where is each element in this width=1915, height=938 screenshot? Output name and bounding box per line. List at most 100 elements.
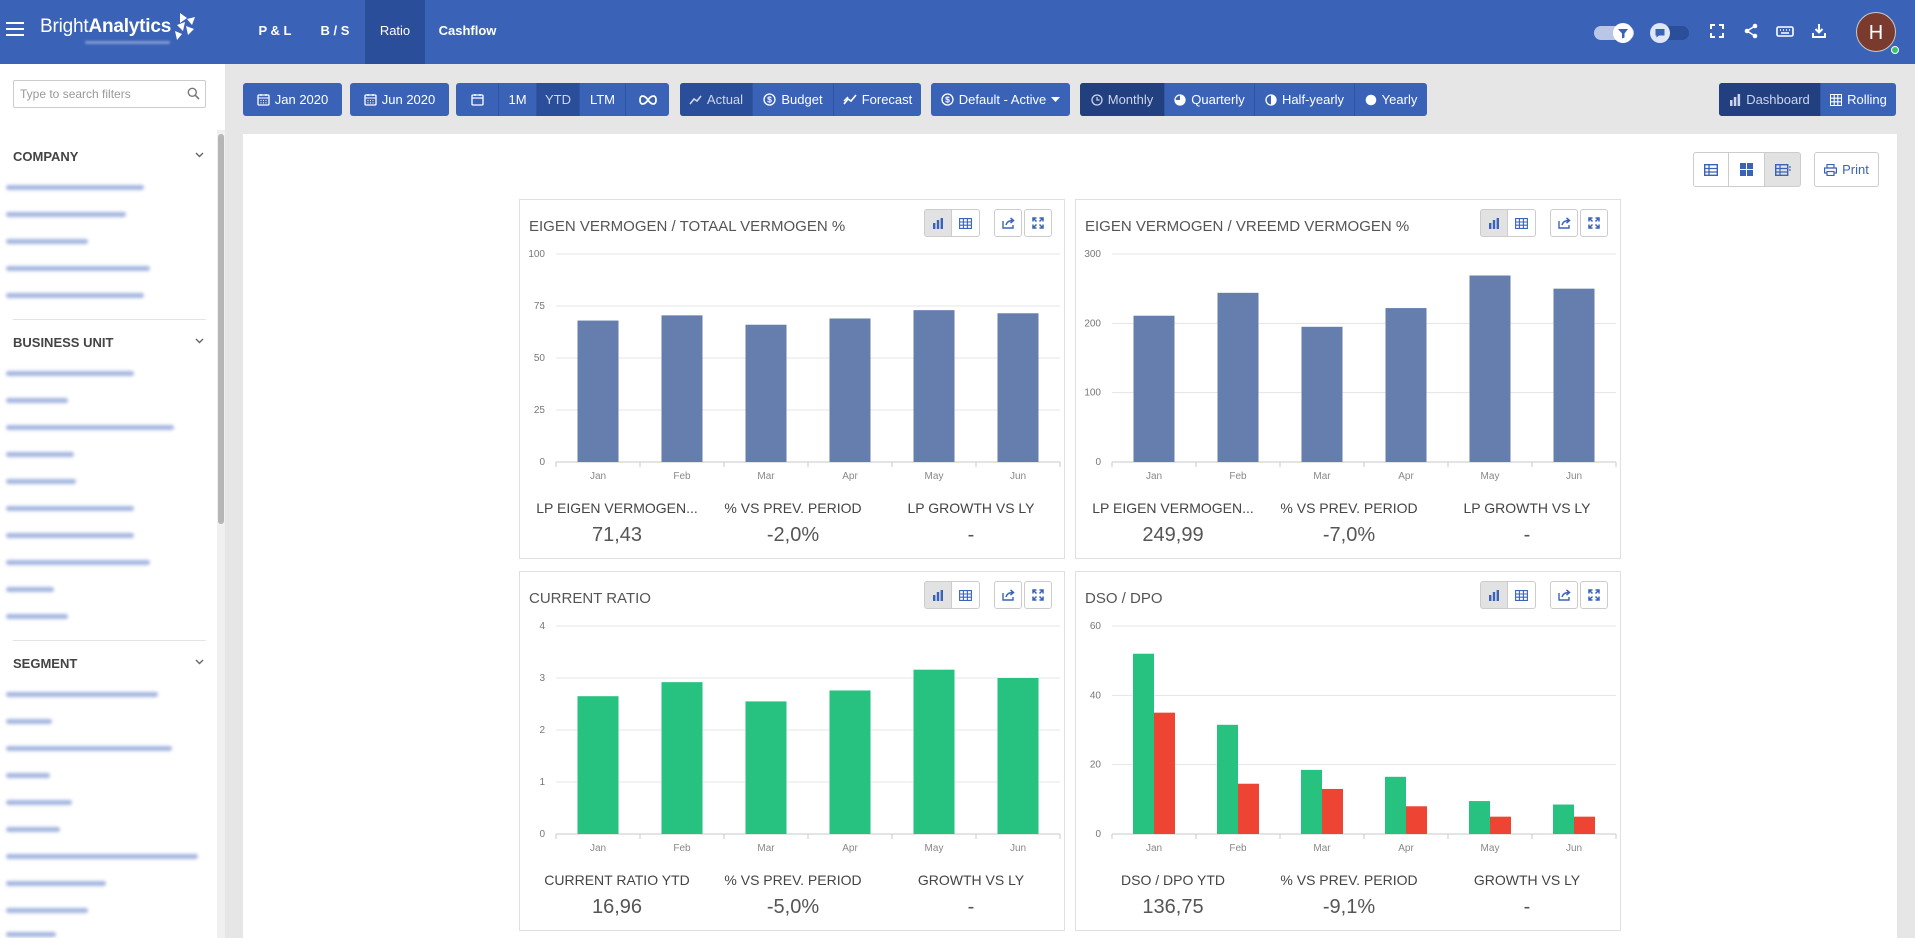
filter-item[interactable] (6, 398, 68, 403)
chevron-down-icon[interactable] (195, 659, 204, 665)
comments-toggle[interactable] (1649, 22, 1691, 44)
period-ytd-button[interactable]: YTD (537, 83, 580, 116)
mode-rolling-button[interactable]: Rolling (1821, 83, 1896, 116)
bar[interactable] (745, 701, 787, 834)
filter-item[interactable] (6, 932, 56, 937)
filter-search-input[interactable] (20, 85, 180, 103)
scenario-forecast-button[interactable]: Forecast (834, 83, 921, 116)
bar[interactable] (1490, 816, 1511, 834)
view-select-dropdown[interactable]: $ Default - Active (931, 83, 1070, 116)
bar[interactable] (1574, 816, 1595, 834)
bar[interactable] (913, 669, 955, 834)
filter-item[interactable] (6, 212, 126, 217)
search-icon[interactable] (187, 87, 200, 100)
table-view-button[interactable] (1508, 581, 1536, 609)
filter-item[interactable] (6, 881, 106, 886)
filter-item[interactable] (6, 854, 198, 859)
granularity-quarterly-button[interactable]: Quarterly (1165, 83, 1255, 116)
expand-chart-button[interactable] (1024, 581, 1052, 609)
layout-list-button[interactable] (1693, 152, 1729, 187)
bar[interactable] (1553, 288, 1595, 462)
bar[interactable] (745, 324, 787, 462)
granularity-monthly-button[interactable]: Monthly (1080, 83, 1165, 116)
tab-cashflow[interactable]: Cashflow (438, 23, 497, 38)
menu-icon[interactable] (6, 22, 24, 36)
bar[interactable] (1301, 769, 1322, 834)
filter-item[interactable] (6, 908, 88, 913)
keyboard-icon[interactable] (1776, 23, 1794, 39)
filter-item[interactable] (6, 587, 54, 592)
table-view-button[interactable] (1508, 209, 1536, 237)
download-icon[interactable] (1811, 23, 1827, 39)
table-view-button[interactable] (952, 581, 980, 609)
bar[interactable] (997, 678, 1039, 834)
filter-item[interactable] (6, 239, 88, 244)
filter-item[interactable] (6, 479, 76, 484)
bar[interactable] (829, 690, 871, 834)
bar[interactable] (1385, 776, 1406, 834)
chart-view-button[interactable] (924, 581, 952, 609)
scenario-actual-button[interactable]: Actual (680, 83, 753, 116)
filter-item[interactable] (6, 533, 134, 538)
scenario-budget-button[interactable]: $ Budget (753, 83, 834, 116)
chart-view-button[interactable] (1480, 209, 1508, 237)
bar[interactable] (1133, 653, 1154, 834)
bar[interactable] (1469, 801, 1490, 834)
date-to-button[interactable]: Jun 2020 (350, 83, 449, 116)
expand-chart-button[interactable] (1024, 209, 1052, 237)
expand-chart-button[interactable] (1580, 581, 1608, 609)
filter-toggle[interactable] (1594, 22, 1636, 44)
filter-item[interactable] (6, 293, 144, 298)
bar[interactable] (661, 682, 703, 834)
filter-item[interactable] (6, 773, 50, 778)
bar[interactable] (1406, 806, 1427, 834)
bar[interactable] (1238, 783, 1259, 834)
fullscreen-icon[interactable] (1709, 23, 1725, 39)
period-1m-button[interactable]: 1M (499, 83, 537, 116)
bar[interactable] (1385, 308, 1427, 462)
period-all-button[interactable] (626, 83, 669, 116)
filter-item[interactable] (6, 614, 68, 619)
share-chart-button[interactable] (1550, 581, 1578, 609)
bar[interactable] (1133, 315, 1175, 462)
filter-item[interactable] (6, 746, 172, 751)
bar[interactable] (913, 310, 955, 462)
bar[interactable] (1217, 292, 1259, 462)
section-company[interactable]: COMPANY (13, 149, 79, 164)
bar[interactable] (1217, 724, 1238, 834)
bar[interactable] (1553, 804, 1574, 834)
bar[interactable] (1322, 788, 1343, 834)
tab-pl[interactable]: P & L (258, 23, 292, 38)
period-ltm-button[interactable]: LTM (580, 83, 626, 116)
bar[interactable] (1154, 712, 1175, 834)
filter-item[interactable] (6, 800, 72, 805)
sidebar-scroll-thumb[interactable] (218, 134, 224, 524)
filter-item[interactable] (6, 560, 150, 565)
chart-view-button[interactable] (924, 209, 952, 237)
bar[interactable] (577, 696, 619, 834)
layout-grid-button[interactable] (1729, 152, 1765, 187)
period-calendar-button[interactable] (456, 83, 499, 116)
share-chart-button[interactable] (1550, 209, 1578, 237)
avatar[interactable]: H (1856, 12, 1896, 52)
bar[interactable] (577, 320, 619, 462)
share-icon[interactable] (1743, 23, 1759, 39)
granularity-yearly-button[interactable]: Yearly (1355, 83, 1427, 116)
filter-item[interactable] (6, 185, 144, 190)
sidebar-scrollbar[interactable] (217, 130, 225, 938)
bar[interactable] (1469, 275, 1511, 462)
date-from-button[interactable]: Jan 2020 (243, 83, 342, 116)
bar[interactable] (661, 315, 703, 462)
tab-ratio[interactable]: Ratio (365, 0, 425, 64)
filter-item[interactable] (6, 692, 158, 697)
share-chart-button[interactable] (994, 209, 1022, 237)
filter-item[interactable] (6, 827, 60, 832)
chevron-down-icon[interactable] (195, 338, 204, 344)
bar[interactable] (1301, 326, 1343, 462)
share-chart-button[interactable] (994, 581, 1022, 609)
filter-item[interactable] (6, 425, 174, 430)
filter-item[interactable] (6, 506, 134, 511)
layout-wide-button[interactable] (1765, 152, 1801, 187)
print-button[interactable]: Print (1814, 152, 1879, 187)
filter-item[interactable] (6, 371, 134, 376)
